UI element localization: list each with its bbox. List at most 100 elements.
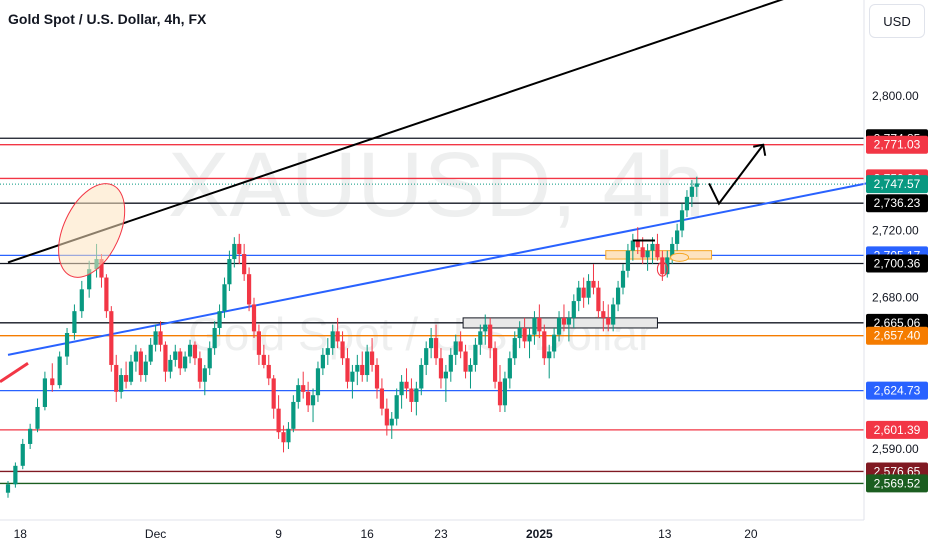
candle-body bbox=[271, 378, 276, 409]
candle-body bbox=[153, 331, 158, 345]
candle-body bbox=[109, 311, 114, 365]
projection-arrow bbox=[708, 144, 765, 206]
candle-body bbox=[187, 344, 193, 357]
candle-body bbox=[675, 230, 680, 244]
candle-body bbox=[684, 196, 690, 211]
candle-body bbox=[463, 351, 468, 372]
price-tag-bg bbox=[866, 474, 928, 493]
candle-body bbox=[468, 364, 473, 372]
candle-body bbox=[202, 368, 207, 382]
candle-body bbox=[645, 250, 650, 258]
candle-body bbox=[689, 186, 694, 197]
price-axis[interactable]: 2,800.00 2,720.00 2,680.00 2,590.00 bbox=[872, 89, 919, 456]
candle-body bbox=[542, 331, 547, 359]
candle-body bbox=[369, 351, 375, 365]
candle-body bbox=[694, 183, 699, 187]
black-trendline bbox=[7, 0, 784, 264]
candle-body bbox=[660, 257, 665, 275]
candle-body bbox=[222, 284, 227, 312]
price-tag-label: 2,601.39 bbox=[874, 423, 921, 437]
currency-selector[interactable]: USD bbox=[869, 4, 925, 38]
time-axis[interactable]: 18 Dec 9 16 23 2025 13 20 bbox=[14, 527, 758, 541]
candle-body bbox=[355, 364, 360, 372]
chart-title: Gold Spot / U.S. Dollar, 4h, FX bbox=[8, 11, 207, 27]
candle-body bbox=[443, 371, 448, 379]
candle-body bbox=[497, 381, 503, 406]
candles bbox=[5, 176, 699, 498]
candle-body bbox=[389, 418, 394, 426]
candle-body bbox=[507, 358, 512, 379]
candle-body bbox=[424, 348, 429, 365]
candle-body bbox=[79, 289, 84, 312]
candle-body bbox=[384, 408, 389, 426]
price-tag-bg bbox=[866, 194, 928, 213]
candle-body bbox=[473, 344, 478, 365]
candle-body bbox=[566, 317, 571, 325]
candle-body bbox=[360, 364, 365, 376]
candle-body bbox=[237, 243, 242, 255]
candle-body bbox=[320, 354, 325, 369]
price-tag-label: 2,736.23 bbox=[874, 196, 921, 210]
candle-body bbox=[197, 358, 202, 382]
candle-body bbox=[5, 484, 11, 493]
candle-body bbox=[429, 338, 434, 349]
candle-body bbox=[143, 361, 148, 376]
candle-body bbox=[586, 280, 591, 298]
highlight-ellipse bbox=[58, 183, 126, 278]
time-tick-label: 2025 bbox=[526, 527, 553, 541]
candle-body bbox=[448, 354, 453, 372]
candle-body bbox=[335, 331, 340, 342]
price-tag-label: 2,700.36 bbox=[874, 256, 921, 270]
price-tag-bg bbox=[866, 420, 928, 439]
time-tick-label: 18 bbox=[14, 527, 28, 541]
candle-body bbox=[581, 287, 586, 298]
candle-body bbox=[556, 317, 562, 335]
candle-body bbox=[301, 385, 306, 392]
candle-body bbox=[207, 348, 212, 369]
candle-body bbox=[28, 428, 33, 444]
candle-body bbox=[173, 351, 178, 360]
candle-body bbox=[261, 354, 266, 365]
candle-body bbox=[158, 331, 163, 345]
candle-body bbox=[330, 331, 335, 349]
candle-body bbox=[650, 243, 655, 251]
candle-body bbox=[276, 408, 281, 433]
candle-body bbox=[547, 351, 552, 359]
candle-body bbox=[635, 240, 640, 248]
price-tag-label: 2,747.57 bbox=[874, 177, 921, 191]
blue-trendline bbox=[7, 182, 867, 356]
candle-body bbox=[453, 341, 458, 355]
time-tick-label: 16 bbox=[360, 527, 374, 541]
trend-lines bbox=[0, 0, 867, 384]
horizontal-levels bbox=[0, 137, 864, 485]
candle-body bbox=[50, 378, 55, 386]
candle-body bbox=[138, 351, 143, 376]
candle-body bbox=[438, 358, 444, 379]
candle-body bbox=[640, 247, 645, 258]
candle-body bbox=[625, 250, 631, 271]
candle-body bbox=[104, 277, 109, 312]
highlight-circle bbox=[656, 261, 668, 277]
price-tag-bg bbox=[866, 381, 928, 400]
candle-body bbox=[148, 344, 153, 362]
candle-body bbox=[57, 356, 62, 386]
candle-body bbox=[306, 391, 311, 406]
candle-body bbox=[670, 243, 675, 258]
candle-body bbox=[123, 375, 129, 382]
time-tick-label: 20 bbox=[744, 527, 758, 541]
candle-body bbox=[483, 324, 488, 332]
candle-body bbox=[527, 334, 532, 342]
time-tick-label: Dec bbox=[145, 527, 166, 541]
candle-body bbox=[42, 378, 47, 407]
candle-body bbox=[601, 311, 606, 318]
candle-body bbox=[20, 443, 25, 466]
red-trend-stub bbox=[0, 362, 29, 384]
time-tick-label: 13 bbox=[658, 527, 672, 541]
candle-body bbox=[163, 344, 168, 372]
candle-body bbox=[242, 254, 247, 275]
candle-body bbox=[325, 348, 330, 355]
price-tag-bg bbox=[866, 175, 928, 194]
price-tick-label: 2,720.00 bbox=[872, 223, 919, 237]
candle-body bbox=[183, 356, 188, 369]
